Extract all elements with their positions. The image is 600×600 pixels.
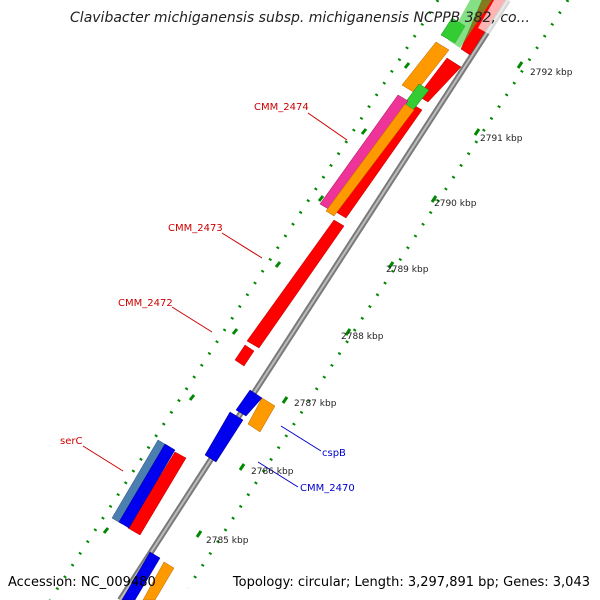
inner-major-ticks (102, 62, 411, 534)
gene-label-cmm-2474[interactable]: CMM_2474 (254, 102, 309, 113)
kbp-label: 2791 kbp (480, 134, 523, 144)
position-track-outer (186, 0, 570, 589)
kbp-label: 2788 kbp (341, 332, 384, 342)
gene-label-cmm-2473[interactable]: CMM_2473 (168, 223, 223, 234)
gene-label-cmm-2472[interactable]: CMM_2472 (118, 298, 173, 309)
gene-labels: CMM_2474 CMM_2473 CMM_2472 serC cspB CMM… (60, 102, 355, 494)
gene-label-serc[interactable]: serC (60, 436, 82, 447)
cds-blue-bottom[interactable] (121, 551, 161, 600)
top-fade-features (448, 0, 530, 48)
outer-major-ticks (195, 61, 524, 538)
gene-label-leaders (82, 112, 348, 488)
kbp-label: 2787 kbp (294, 399, 337, 409)
reverse-strand-features (111, 17, 466, 600)
cds-forward-orange-bottom[interactable] (142, 561, 175, 600)
accession-text: Accession: NC_009480 (8, 575, 156, 590)
cds-forward-orange-lower[interactable] (247, 397, 276, 433)
kbp-scale-labels: 2792 kbp 2791 kbp 2790 kbp 2789 kbp 2788… (206, 68, 573, 546)
cds-forward-2472[interactable] (234, 344, 255, 367)
cds-blue-serc[interactable] (118, 443, 176, 529)
kbp-label: 2789 kbp (386, 265, 429, 275)
cds-blue-cspb[interactable] (235, 389, 263, 417)
kbp-label: 2790 kbp (434, 199, 477, 209)
gene-label-cspb[interactable]: cspB (322, 448, 346, 459)
genome-backbone (117, 0, 511, 600)
cds-forward-2475[interactable] (417, 57, 462, 103)
cds-forward-2473[interactable] (246, 219, 345, 349)
gene-label-cmm-2470[interactable]: CMM_2470 (300, 483, 355, 494)
map-title: Clavibacter michiganensis subsp. michiga… (70, 10, 530, 26)
kbp-label: 2792 kbp (530, 68, 573, 78)
kbp-label: 2786 kbp (251, 467, 294, 477)
position-track-inner (48, 0, 440, 600)
topology-text: Topology: circular; Length: 3,297,891 bp… (232, 575, 590, 590)
cds-orange-2474[interactable] (325, 103, 415, 217)
cds-blue-cmm2470[interactable] (204, 411, 244, 463)
kbp-label: 2785 kbp (206, 536, 249, 546)
